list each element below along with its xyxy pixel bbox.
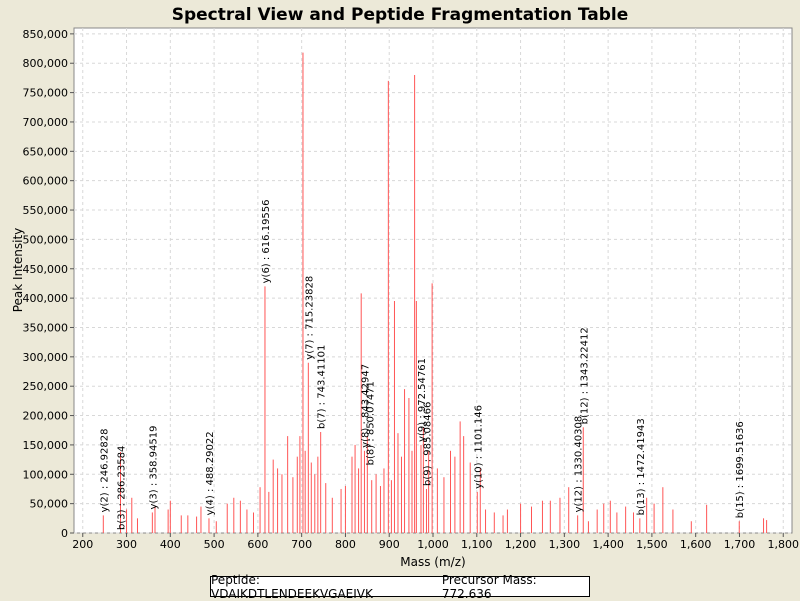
y-tick-label: 300,000 — [23, 351, 69, 364]
x-tick-label: 800 — [335, 538, 356, 551]
legend: Peptide: VDAIKDTLENDEEKVGAEIVK Precursor… — [210, 573, 590, 601]
y-tick-label: 450,000 — [23, 263, 69, 276]
x-tick-label: 1,300 — [549, 538, 581, 551]
y-tick-label: 250,000 — [23, 380, 69, 393]
x-axis-label: Mass (m/z) — [400, 555, 465, 569]
peak-annotation: y(4) : 488.29022 — [205, 431, 216, 515]
x-tick-label: 1,100 — [461, 538, 493, 551]
y-tick-label: 50,000 — [30, 498, 69, 511]
peak-annotation: b(12) : 1343.22412 — [579, 327, 590, 424]
x-tick-label: 1,800 — [767, 538, 799, 551]
peak-annotation: b(15) : 1699.51636 — [735, 421, 746, 518]
x-tick-label: 1,200 — [505, 538, 537, 551]
y-tick-label: 600,000 — [23, 175, 69, 188]
y-tick-label: 500,000 — [23, 233, 69, 246]
x-tick-label: 1,700 — [724, 538, 756, 551]
y-tick-label: 850,000 — [23, 28, 69, 41]
y-tick-label: 650,000 — [23, 145, 69, 158]
peak-annotation: b(8) : 850.07471 — [366, 381, 377, 465]
peak-annotation: y(12) : 1330.40308 — [574, 416, 585, 513]
peak-annotation: y(2) : 246.92828 — [99, 428, 110, 512]
chart-title: Spectral View and Peptide Fragmentation … — [172, 5, 629, 25]
x-tick-label: 400 — [160, 538, 181, 551]
x-tick-label: 300 — [116, 538, 137, 551]
legend-precursor: Precursor Mass: 772.636 — [441, 572, 537, 601]
y-tick-label: 150,000 — [23, 439, 69, 452]
annotations: y(2) : 246.92828 b(3) : 286.23584 y(3) : 3… — [99, 199, 746, 530]
x-tick-label: 500 — [204, 538, 225, 551]
y-tick-label: 550,000 — [23, 204, 69, 217]
peak-annotation: y(9) : 972.54761 — [417, 358, 428, 442]
x-tick-label: 1,500 — [636, 538, 668, 551]
x-tick-label: 1,600 — [680, 538, 712, 551]
x-tick-label: 700 — [291, 538, 312, 551]
x-tick-label: 1,400 — [592, 538, 624, 551]
legend-peptide: Peptide: VDAIKDTLENDEEKVGAEIVK — [211, 572, 373, 601]
y-tick-label: 400,000 — [23, 292, 69, 305]
y-axis-label: Peak Intensity — [11, 228, 25, 313]
peak-annotation: b(3) : 286.23584 — [117, 446, 128, 530]
peak-annotation: b(9) : 985.08466 — [422, 402, 433, 486]
x-tick-label: 600 — [247, 538, 268, 551]
peak-annotation: b(13) : 1472.41943 — [636, 418, 647, 515]
grid — [74, 28, 792, 534]
peak-annotation: y(3) : 358.94519 — [148, 426, 159, 510]
x-axis: 200 300 400 500 600 700 800 900 1,000 1,100 1,200 1… — [72, 533, 799, 551]
peaks — [102, 52, 768, 533]
x-tick-label: 900 — [379, 538, 400, 551]
y-tick-label: 200,000 — [23, 410, 69, 423]
y-tick-label: 700,000 — [23, 116, 69, 129]
y-tick-label: 800,000 — [23, 57, 69, 70]
peak-annotation: y(6) : 616.19556 — [261, 199, 272, 283]
y-tick-label: 750,000 — [23, 87, 69, 100]
x-tick-label: 1,000 — [417, 538, 449, 551]
peak-annotation: b(7) : 743.41101 — [317, 345, 328, 429]
peak-annotation: y(7) : 715.23828 — [304, 276, 315, 360]
y-tick-label: 350,000 — [23, 321, 69, 334]
y-tick-label: 0 — [61, 527, 68, 540]
y-axis: 0 50,000 100,000 150,000 200,000 250,000 300,0… — [23, 28, 74, 540]
peak-annotation: y(8) : 843.42947 — [360, 364, 371, 448]
y-tick-label: 100,000 — [23, 468, 69, 481]
x-tick-label: 200 — [72, 538, 93, 551]
peak-annotation: y(10) : 1101.146 — [473, 405, 484, 489]
